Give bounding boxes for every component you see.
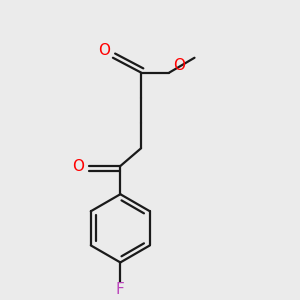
- Text: F: F: [116, 282, 125, 297]
- Text: O: O: [98, 43, 110, 58]
- Text: O: O: [173, 58, 185, 73]
- Text: O: O: [72, 158, 84, 173]
